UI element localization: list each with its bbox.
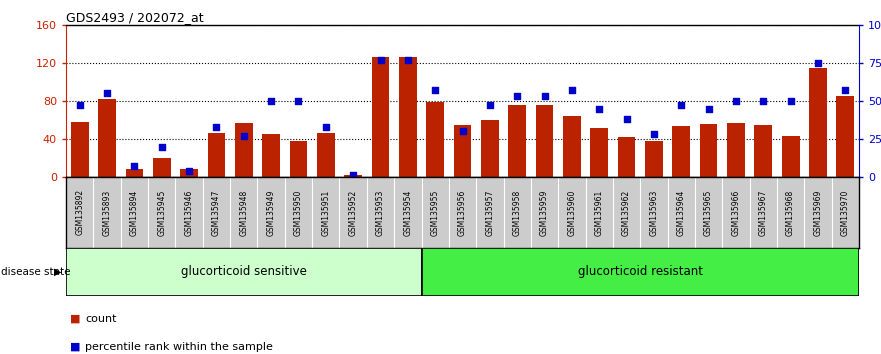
Text: GSM135963: GSM135963 (649, 189, 658, 236)
Text: GSM135954: GSM135954 (403, 189, 412, 236)
Bar (836, 96, 855, 177)
Text: GDS2493 / 202072_at: GDS2493 / 202072_at (66, 11, 204, 24)
Point (483, 103, 497, 108)
Bar (70, 122, 89, 177)
Text: ■: ■ (70, 342, 81, 352)
Point (401, 57, 415, 63)
Bar (618, 137, 635, 177)
Point (729, 98, 743, 104)
Point (100, 90, 115, 96)
Point (619, 116, 633, 122)
Point (292, 98, 306, 104)
Text: GSM135956: GSM135956 (458, 189, 467, 236)
Point (319, 124, 333, 130)
Point (537, 93, 552, 99)
Text: GSM135955: GSM135955 (431, 189, 440, 236)
Point (756, 98, 770, 104)
Bar (290, 141, 307, 177)
Bar (645, 141, 663, 177)
Bar (781, 136, 799, 177)
Point (374, 57, 388, 63)
Text: percentile rank within the sample: percentile rank within the sample (85, 342, 273, 352)
Text: GSM135893: GSM135893 (102, 189, 112, 235)
Bar (399, 57, 417, 177)
Point (155, 144, 169, 149)
Bar (263, 134, 280, 177)
Text: GSM135968: GSM135968 (786, 189, 796, 235)
Text: count: count (85, 314, 117, 324)
Text: GSM135959: GSM135959 (540, 189, 549, 236)
Bar (125, 170, 144, 177)
Bar (700, 124, 717, 177)
Text: GSM135966: GSM135966 (731, 189, 740, 236)
Bar (481, 120, 499, 177)
Text: GSM135949: GSM135949 (267, 189, 276, 236)
Text: glucorticoid resistant: glucorticoid resistant (578, 265, 703, 278)
Point (264, 98, 278, 104)
Bar (508, 105, 526, 177)
Text: GSM135946: GSM135946 (185, 189, 194, 236)
Text: GSM135950: GSM135950 (294, 189, 303, 236)
Bar (153, 158, 171, 177)
Text: GSM135945: GSM135945 (158, 189, 167, 236)
Bar (727, 123, 744, 177)
Bar (344, 175, 362, 177)
Point (428, 87, 442, 93)
Point (811, 60, 825, 66)
Text: GSM135960: GSM135960 (567, 189, 576, 236)
Text: GSM135894: GSM135894 (130, 189, 139, 235)
Point (182, 168, 196, 174)
Bar (98, 99, 116, 177)
Point (674, 103, 688, 108)
Point (592, 105, 606, 111)
Bar (754, 125, 772, 177)
Text: GSM135964: GSM135964 (677, 189, 685, 236)
Bar (421, 248, 859, 296)
Text: GSM135952: GSM135952 (349, 189, 358, 235)
Point (838, 87, 852, 93)
Point (455, 129, 470, 134)
Text: GSM135962: GSM135962 (622, 189, 631, 235)
Text: GSM135970: GSM135970 (840, 189, 850, 236)
Text: GSM135957: GSM135957 (485, 189, 494, 236)
Text: disease state: disease state (1, 267, 70, 277)
Text: ▶: ▶ (54, 267, 62, 277)
Bar (809, 68, 827, 177)
Bar (317, 133, 335, 177)
Bar (590, 127, 608, 177)
Bar (426, 102, 444, 177)
Text: GSM135967: GSM135967 (759, 189, 767, 236)
Text: ■: ■ (70, 314, 81, 324)
Bar (208, 133, 226, 177)
Bar (536, 105, 553, 177)
Point (701, 105, 715, 111)
Bar (181, 170, 198, 177)
Text: GSM135947: GSM135947 (212, 189, 221, 236)
Bar (454, 125, 471, 177)
Text: GSM135948: GSM135948 (240, 189, 248, 235)
Point (783, 98, 797, 104)
Text: GSM135958: GSM135958 (513, 189, 522, 235)
Bar (66, 248, 421, 296)
Point (510, 93, 524, 99)
Bar (235, 123, 253, 177)
Bar (672, 126, 690, 177)
Point (128, 164, 142, 169)
Point (210, 124, 224, 130)
Point (237, 133, 251, 139)
Text: GSM135965: GSM135965 (704, 189, 713, 236)
Point (565, 87, 579, 93)
Text: GSM135951: GSM135951 (322, 189, 330, 235)
Point (647, 132, 661, 137)
Point (346, 173, 360, 178)
Text: GSM135961: GSM135961 (595, 189, 603, 235)
Text: GSM135892: GSM135892 (75, 189, 85, 235)
Text: glucorticoid sensitive: glucorticoid sensitive (181, 265, 307, 278)
Bar (563, 116, 581, 177)
Bar (372, 57, 389, 177)
Text: GSM135969: GSM135969 (813, 189, 823, 236)
Point (73, 103, 87, 108)
Text: GSM135953: GSM135953 (376, 189, 385, 236)
